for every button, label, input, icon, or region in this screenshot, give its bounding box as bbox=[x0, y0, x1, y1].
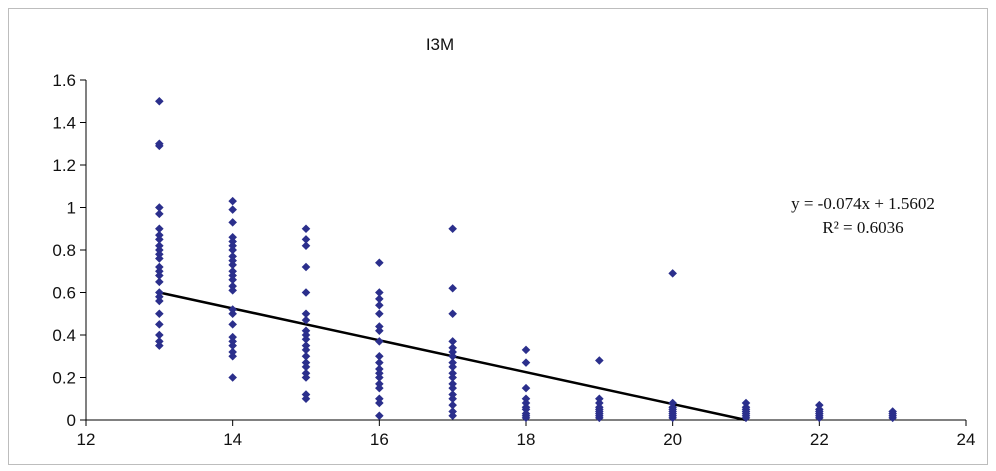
data-point bbox=[375, 351, 384, 361]
data-point bbox=[155, 330, 164, 340]
data-point bbox=[155, 141, 164, 151]
data-point bbox=[375, 383, 384, 393]
y-tick-label: 0 bbox=[67, 411, 76, 430]
y-tick-label: 0.8 bbox=[52, 241, 76, 260]
data-point bbox=[155, 254, 164, 263]
data-point bbox=[888, 413, 897, 423]
data-point bbox=[448, 351, 457, 361]
data-point bbox=[155, 96, 164, 106]
data-point bbox=[155, 235, 164, 244]
data-point bbox=[228, 320, 237, 329]
data-point bbox=[521, 345, 531, 355]
data-point bbox=[228, 341, 237, 350]
data-point bbox=[521, 413, 531, 423]
data-point bbox=[521, 358, 531, 367]
data-point bbox=[228, 218, 237, 227]
data-point bbox=[375, 358, 384, 367]
data-point bbox=[375, 373, 384, 382]
y-tick-label: 0.2 bbox=[52, 369, 76, 388]
data-point bbox=[448, 373, 457, 382]
data-point bbox=[375, 326, 384, 336]
data-point bbox=[448, 283, 457, 293]
x-tick-label: 14 bbox=[223, 430, 242, 449]
data-point bbox=[228, 275, 237, 285]
y-tick-label: 1.4 bbox=[52, 114, 76, 133]
data-point bbox=[301, 315, 311, 325]
data-point bbox=[228, 196, 237, 206]
data-point bbox=[375, 294, 384, 304]
data-point bbox=[228, 245, 237, 255]
x-tick-label: 22 bbox=[810, 430, 829, 449]
r-squared-label: R² = 0.6036 bbox=[822, 218, 903, 237]
x-tick-label: 20 bbox=[663, 430, 682, 449]
x-tick-label: 16 bbox=[370, 430, 389, 449]
data-point bbox=[228, 260, 237, 270]
trendline-equation: y = -0.074x + 1.5602 bbox=[791, 194, 935, 213]
data-point bbox=[448, 394, 457, 404]
data-point bbox=[448, 362, 457, 372]
y-tick-label: 1.6 bbox=[52, 71, 76, 90]
data-point bbox=[301, 345, 311, 355]
data-point bbox=[375, 309, 384, 319]
data-point bbox=[668, 413, 677, 423]
data-point bbox=[155, 296, 164, 306]
data-point bbox=[301, 309, 311, 319]
data-point bbox=[375, 411, 384, 421]
chart-title: I3M bbox=[426, 35, 454, 54]
data-point bbox=[301, 351, 311, 361]
data-point bbox=[448, 309, 457, 319]
chart-frame bbox=[8, 8, 988, 465]
data-point bbox=[301, 362, 311, 372]
data-point bbox=[155, 309, 164, 319]
axes: 0 0.2 0.4 0.6 0.8 1 1.2 1.4 1.6 12 14 16 18 20 22 24 bbox=[52, 71, 975, 449]
x-tick-label: 24 bbox=[957, 430, 976, 449]
data-point bbox=[301, 334, 311, 344]
data-point bbox=[155, 209, 164, 219]
x-tick-label: 12 bbox=[77, 430, 96, 449]
data-point bbox=[375, 300, 384, 310]
data-point bbox=[448, 400, 457, 410]
data-points bbox=[155, 96, 897, 423]
data-point bbox=[155, 341, 164, 350]
data-point bbox=[301, 288, 311, 297]
data-point bbox=[375, 288, 384, 297]
y-tick-label: 1.2 bbox=[52, 156, 76, 175]
data-point bbox=[155, 271, 164, 280]
data-point bbox=[301, 394, 311, 404]
data-point bbox=[375, 337, 384, 346]
data-point bbox=[375, 398, 384, 408]
data-point bbox=[595, 356, 604, 365]
data-point bbox=[155, 320, 164, 329]
data-point bbox=[228, 205, 237, 214]
x-tick-label: 18 bbox=[517, 430, 536, 449]
data-point bbox=[301, 241, 311, 251]
data-point bbox=[301, 224, 311, 234]
data-point bbox=[301, 235, 311, 244]
data-point bbox=[668, 269, 677, 278]
y-tick-label: 1 bbox=[67, 199, 76, 218]
data-point bbox=[595, 413, 604, 423]
data-point bbox=[155, 277, 164, 287]
data-point bbox=[228, 309, 237, 319]
data-point bbox=[228, 286, 237, 295]
data-point bbox=[448, 411, 457, 421]
data-point bbox=[301, 262, 311, 272]
data-point bbox=[155, 224, 164, 234]
data-point bbox=[741, 413, 751, 423]
data-point bbox=[155, 203, 164, 212]
data-point bbox=[815, 413, 824, 423]
y-tick-label: 0.4 bbox=[52, 326, 76, 345]
data-point bbox=[448, 383, 457, 393]
data-point bbox=[448, 224, 457, 234]
y-tick-label: 0.6 bbox=[52, 284, 76, 303]
data-point bbox=[521, 383, 531, 393]
data-point bbox=[228, 373, 237, 382]
data-point bbox=[301, 373, 311, 382]
data-point bbox=[448, 337, 457, 346]
data-point bbox=[228, 351, 237, 361]
data-point bbox=[375, 258, 384, 268]
